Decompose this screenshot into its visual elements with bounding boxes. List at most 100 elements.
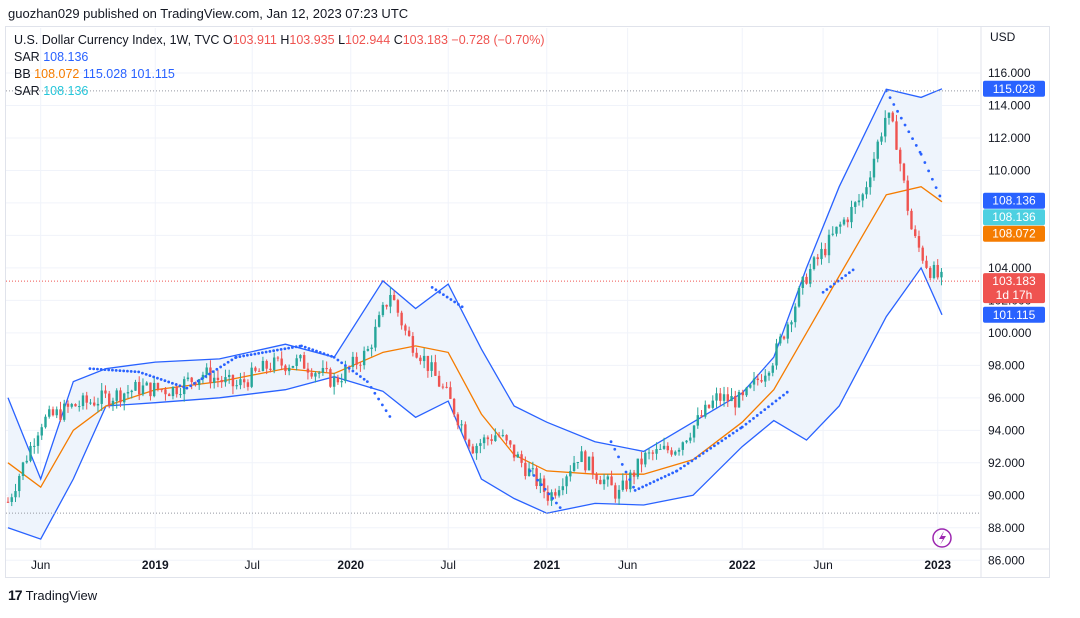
candle-body	[516, 454, 520, 458]
sar-dot	[351, 369, 355, 373]
candle-body	[749, 384, 752, 388]
x-tick-label: 2023	[924, 558, 951, 572]
legend-high: 103.935	[289, 33, 335, 47]
candle-body	[33, 445, 36, 447]
candle-body	[565, 476, 568, 487]
candle-body	[242, 379, 246, 383]
candle-body	[745, 387, 748, 396]
sar-dot	[230, 358, 234, 362]
candle-body	[449, 387, 452, 399]
sar-dot	[644, 483, 648, 487]
legend-bb-lower: 101.115	[130, 67, 175, 81]
candle-body	[10, 497, 13, 502]
sar-dot	[540, 483, 543, 487]
sar-dot	[555, 501, 558, 505]
lightning-icon[interactable]	[932, 528, 952, 548]
legend-sar2-row: SAR 108.136	[14, 83, 545, 100]
sar-dot	[388, 415, 392, 418]
sar-dot	[782, 393, 785, 397]
candle-body	[512, 444, 516, 458]
legend-low: 102.944	[345, 33, 391, 47]
candle-body	[126, 392, 130, 394]
sar-dot	[332, 355, 336, 359]
candle-body	[737, 392, 741, 408]
sar-dot	[632, 485, 635, 489]
candle-body	[55, 409, 58, 416]
sar-dot	[174, 383, 178, 386]
sar-dot	[679, 467, 683, 470]
candle-body	[602, 479, 606, 485]
candle-body	[6, 501, 10, 503]
candle-body	[291, 365, 295, 368]
sar-dot	[159, 378, 163, 381]
legend-bb-upper: 115.028	[82, 67, 128, 81]
candle-body	[625, 480, 628, 490]
candle-body	[471, 446, 475, 454]
price-axis-labels: 115.028 108.136 108.136 108.072 101.115 103.1…	[983, 80, 1045, 323]
candle-body	[936, 264, 939, 278]
candle-body	[306, 368, 310, 373]
sar-dot	[460, 305, 464, 309]
sar-dot	[347, 366, 351, 370]
sar-dot	[253, 352, 257, 356]
candle-body	[475, 445, 478, 454]
sar-dot	[380, 403, 384, 407]
candle-body	[36, 435, 40, 446]
sar-dot	[697, 454, 701, 458]
candle-body	[861, 194, 864, 201]
sar-dot	[735, 429, 739, 433]
sar-dot	[196, 379, 200, 383]
candle-body	[336, 377, 340, 383]
sar-dot	[844, 274, 848, 277]
candle-body	[569, 471, 572, 477]
legend-title: U.S. Dollar Currency Index, 1W, TVC	[14, 33, 220, 47]
candle-body	[115, 390, 118, 401]
last-price-badge	[983, 273, 1045, 304]
candle-body	[66, 403, 70, 407]
candle-body	[854, 202, 857, 207]
legend-bb-basis: 108.072	[34, 67, 80, 81]
sar-dot	[204, 374, 208, 378]
candle-body	[59, 409, 62, 420]
last-price-text: 103.183	[992, 274, 1036, 288]
sar-dot	[609, 440, 613, 444]
candle-body	[794, 306, 797, 323]
sar-dot	[778, 396, 782, 400]
sar-dot	[167, 380, 171, 384]
candle-body	[486, 437, 490, 440]
sar-dot	[923, 161, 927, 164]
sar-dot	[892, 103, 896, 106]
sar-dot	[903, 123, 907, 127]
candle-body	[254, 367, 257, 371]
candle-body	[179, 394, 182, 396]
candle-body	[816, 257, 819, 260]
candle-body	[426, 355, 430, 371]
candle-body	[756, 378, 759, 381]
candle-body	[617, 489, 621, 499]
candle-body	[902, 163, 906, 181]
candle-body	[595, 474, 598, 480]
candle-body	[561, 486, 565, 491]
candle-body	[767, 372, 771, 376]
candle-body	[407, 330, 411, 337]
y-tick-label: 114.000	[988, 98, 1031, 112]
candle-body	[542, 478, 546, 492]
sar-dot	[226, 360, 230, 364]
candle-body	[497, 435, 501, 437]
sar-dot	[358, 375, 362, 378]
sar-dot	[724, 436, 728, 440]
candle-body	[190, 377, 193, 383]
candle-body	[666, 445, 669, 451]
candle-body	[141, 385, 145, 395]
candle-body	[572, 462, 576, 472]
candle-body	[899, 149, 902, 164]
sar-dot	[686, 461, 690, 465]
bb-lower-line	[7, 266, 943, 540]
candle-body	[445, 386, 448, 388]
sar-dot	[287, 346, 291, 350]
candle-body	[824, 248, 827, 256]
sar-dot	[740, 425, 744, 429]
candle-body	[415, 352, 418, 358]
sar-dot	[914, 144, 918, 147]
